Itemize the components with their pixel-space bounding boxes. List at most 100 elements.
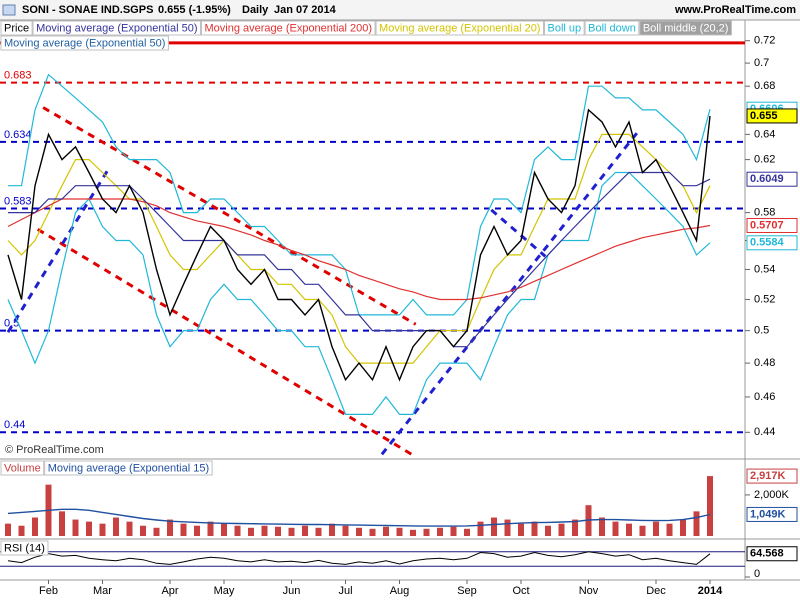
y-tick-label: 2,000K [754, 489, 790, 501]
volume-bar [207, 521, 214, 536]
volume-bar [302, 525, 308, 536]
legend-tab [375, 20, 544, 36]
site: www.ProRealTime.com [674, 4, 796, 16]
volume-bar [599, 517, 605, 536]
legend-tab [44, 460, 213, 476]
value-badge-label: 1,049K [750, 508, 786, 520]
value-badge-label: 0.5584 [750, 237, 785, 249]
legend-tab [0, 540, 49, 556]
trendline [380, 128, 641, 456]
legend-label: RSI (14) [4, 542, 45, 554]
volume-bar [315, 527, 322, 536]
legend-label: Boll up [547, 22, 581, 34]
y-tick-label: 0.54 [754, 263, 775, 275]
volume-bar [167, 519, 173, 536]
y-tick-label: 0.64 [754, 128, 775, 140]
period: Daily [242, 4, 269, 16]
level-label: 0.634 [4, 129, 32, 141]
volume-bar [113, 517, 119, 536]
volume-bar [693, 511, 700, 536]
volume-bar [639, 525, 646, 536]
x-tick-label: Aug [390, 585, 410, 597]
volume-bar [423, 528, 430, 536]
header-bar [0, 0, 800, 20]
y-tick-label: 0 [754, 568, 760, 580]
volume-bar [491, 517, 497, 536]
series-line [7, 198, 711, 301]
volume-bar [612, 521, 619, 536]
volume-bar [450, 526, 457, 536]
legend-label: Moving average (Exponential 15) [48, 462, 209, 474]
volume-bar [707, 476, 713, 536]
value-badge-label: 2,917K [750, 470, 786, 482]
volume-bar [504, 519, 511, 536]
legend-label: Moving average (Exponential 50) [4, 37, 165, 49]
header-icon [2, 4, 16, 16]
y-tick-label: 0.52 [754, 293, 775, 305]
date: Jan 07 2014 [274, 4, 337, 16]
quote: 0.655 (-1.95%) [158, 4, 231, 16]
value-badge [746, 506, 798, 522]
value-badge [746, 546, 798, 562]
volume-bar [18, 525, 25, 536]
volume-bar [86, 521, 92, 536]
value-badge [746, 108, 798, 124]
symbol: SONI - SONAE IND.SGPS [22, 4, 153, 16]
legend-tab [639, 20, 732, 36]
value-badge-label: 0.655 [750, 110, 778, 122]
series-line [8, 171, 711, 348]
volume-bar [518, 523, 524, 536]
volume-bar [126, 521, 133, 536]
volume-bar [572, 519, 578, 536]
x-tick-label: Dec [646, 585, 666, 597]
level-label: 0.583 [4, 195, 32, 207]
volume-bar [99, 523, 106, 536]
trendline [6, 169, 110, 333]
volume-bar [477, 521, 484, 536]
x-tick-label: Mar [93, 585, 112, 597]
series-line [7, 551, 711, 565]
legend-label: Moving average (Exponential 200) [205, 22, 373, 34]
y-tick-label: 0.46 [754, 391, 775, 403]
volume-bar [356, 527, 362, 536]
x-tick-label: 2014 [698, 585, 723, 597]
x-tick-label: Jul [338, 585, 352, 597]
volume-bar [653, 521, 659, 536]
legend-label: Moving average (Exponential 20) [379, 22, 540, 34]
x-tick-label: Jun [283, 585, 301, 597]
legend-label: Volume [4, 462, 41, 474]
y-tick-label: 0.58 [754, 207, 775, 219]
legend-label: Moving average (Exponential 50) [36, 22, 197, 34]
value-badge-label: 0.5707 [750, 219, 784, 231]
volume-bar [234, 525, 241, 536]
volume-bar [275, 526, 281, 536]
volume-bar [153, 527, 160, 536]
trendline [42, 106, 417, 326]
volume-bar [437, 527, 443, 536]
volume-bar [558, 523, 565, 536]
volume-bar [410, 529, 416, 536]
volume-bar [531, 521, 538, 536]
x-tick-label: Sep [457, 585, 477, 597]
volume-bar [342, 525, 349, 536]
legend-tab [0, 20, 33, 36]
x-tick-label: Apr [161, 585, 178, 597]
x-tick-label: Oct [512, 585, 529, 597]
legend-label: Boll middle (20,2) [643, 22, 729, 34]
series-line [7, 508, 711, 527]
volume-bar [369, 528, 376, 536]
y-tick-label: 0.72 [754, 35, 775, 47]
y-tick-label: 0.5 [754, 325, 769, 337]
volume-bar [194, 525, 200, 536]
volume-bar [180, 523, 187, 536]
x-tick-label: May [214, 585, 235, 597]
volume-bar [626, 523, 632, 536]
legend-tab [584, 20, 640, 36]
value-badge [746, 468, 798, 484]
volume-bar [221, 523, 227, 536]
legend-label: Boll down [588, 22, 636, 34]
volume-bar [464, 528, 470, 536]
volume-bar [32, 517, 38, 536]
